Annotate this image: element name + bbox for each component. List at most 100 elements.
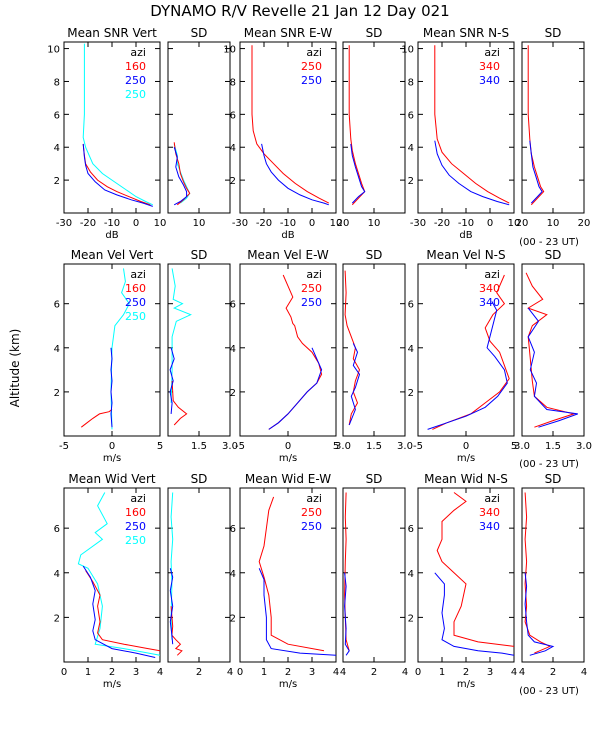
figure-title: DYNAMO R/V Revelle 21 Jan 12 Day 021 — [150, 2, 449, 20]
x-tick-label: 5 — [511, 441, 517, 452]
x-tick-label: 3 — [309, 667, 315, 678]
time-note-row3: (00 - 23 UT) — [519, 686, 579, 697]
legend-entry: 340 — [479, 74, 500, 87]
x-tick-label: 10 — [508, 218, 521, 229]
x-tick-label: 0 — [309, 218, 315, 229]
x-tick-label: 0 — [463, 441, 469, 452]
x-tick-label: 0 — [133, 218, 139, 229]
series-line — [527, 45, 545, 206]
y-tick-label: 6 — [408, 300, 414, 311]
panel-18: SD 4 2 4 — [519, 472, 587, 678]
y-tick-label: 4 — [54, 569, 60, 580]
legend-header: azi — [306, 268, 322, 281]
panel-title: Mean SNR N-S — [423, 26, 509, 40]
legend-entry: 250 — [125, 310, 146, 323]
x-tick-label: 20 — [337, 218, 350, 229]
y-axis-label: Altitude (km) — [8, 329, 22, 408]
legend-header: azi — [130, 268, 146, 281]
series-line — [434, 572, 515, 656]
series-line — [258, 568, 337, 656]
x-tick-label: 3 — [487, 667, 493, 678]
panel-title: SD — [545, 26, 562, 40]
y-tick-label: 10 — [223, 45, 236, 56]
x-tick-label: -20 — [80, 218, 96, 229]
legend-entry: 250 — [301, 520, 322, 533]
panel-title: SD — [191, 472, 208, 486]
x-tick-label: 3 — [133, 667, 139, 678]
x-tick-label: -10 — [104, 218, 120, 229]
x-axis-label: m/s — [457, 679, 475, 690]
panel-title: SD — [366, 26, 383, 40]
x-tick-label: 2 — [463, 667, 469, 678]
x-tick-label: -10 — [280, 218, 296, 229]
x-tick-label: -10 — [458, 218, 474, 229]
x-tick-label: 3.0 — [397, 441, 413, 452]
y-tick-label: 4 — [230, 143, 236, 154]
y-tick-label: 4 — [408, 344, 414, 355]
series-line — [82, 565, 156, 658]
panel-3: Mean SNR E-W-30 -20 -10 0 10246810dBazi25025… — [223, 26, 342, 241]
legend-entry: 250 — [125, 534, 146, 547]
legend-entry: 160 — [125, 506, 146, 519]
panel-title: Mean Vel E-W — [247, 248, 329, 262]
x-tick-label: 2 — [285, 667, 291, 678]
panel-title: Mean Wid N-S — [424, 472, 508, 486]
x-axis-label: m/s — [279, 679, 297, 690]
legend-entry: 250 — [125, 88, 146, 101]
y-tick-label: 4 — [408, 569, 414, 580]
y-tick-label: 2 — [230, 388, 236, 399]
x-axis-label: dB — [105, 230, 118, 241]
x-tick-label: -5 — [235, 441, 245, 452]
x-tick-label: 1.5 — [191, 441, 207, 452]
legend-header: azi — [130, 46, 146, 59]
panel-title: Mean Vel Vert — [71, 248, 154, 262]
panel-title: SD — [191, 26, 208, 40]
y-tick-label: 6 — [230, 300, 236, 311]
x-tick-label: 1 — [85, 667, 91, 678]
legend-entry: 340 — [479, 60, 500, 73]
series-line — [436, 492, 515, 647]
x-tick-label: 4 — [511, 667, 517, 678]
series-line — [261, 143, 329, 206]
legend-header: azi — [306, 492, 322, 505]
series-line — [432, 274, 510, 430]
y-tick-label: 4 — [230, 344, 236, 355]
legend-entry: 250 — [301, 60, 322, 73]
y-tick-label: 8 — [230, 77, 236, 88]
x-tick-label: -5 — [59, 441, 69, 452]
y-tick-label: 2 — [408, 176, 414, 187]
y-tick-label: 4 — [54, 344, 60, 355]
x-tick-label: 4 — [402, 667, 408, 678]
series-line — [344, 492, 350, 651]
series-line — [80, 409, 113, 428]
x-tick-label: 1 — [439, 667, 445, 678]
panel-frame — [167, 263, 231, 437]
x-tick-label: 4 — [157, 667, 163, 678]
legend-entry: 250 — [301, 282, 322, 295]
series-line — [434, 45, 510, 204]
x-tick-label: 2 — [371, 667, 377, 678]
panel-title: SD — [366, 248, 383, 262]
legend-entry: 250 — [125, 74, 146, 87]
y-tick-label: 4 — [230, 569, 236, 580]
series-line — [258, 496, 325, 652]
y-tick-label: 4 — [408, 143, 414, 154]
series-line — [348, 45, 366, 206]
series-line — [82, 143, 153, 207]
x-tick-label: -30 — [232, 218, 248, 229]
series-line — [169, 568, 174, 645]
x-axis-label: dB — [459, 230, 472, 241]
x-tick-label: 4 — [333, 667, 339, 678]
x-tick-label: 4 — [227, 667, 233, 678]
legend-entry: 340 — [479, 506, 500, 519]
x-tick-label: -30 — [56, 218, 72, 229]
series-line — [434, 140, 510, 206]
legend-header: azi — [130, 492, 146, 505]
x-tick-label: 1 — [261, 667, 267, 678]
panel-14: SD 2 4 — [167, 472, 233, 678]
panel-title: Mean Wid Vert — [68, 472, 155, 486]
